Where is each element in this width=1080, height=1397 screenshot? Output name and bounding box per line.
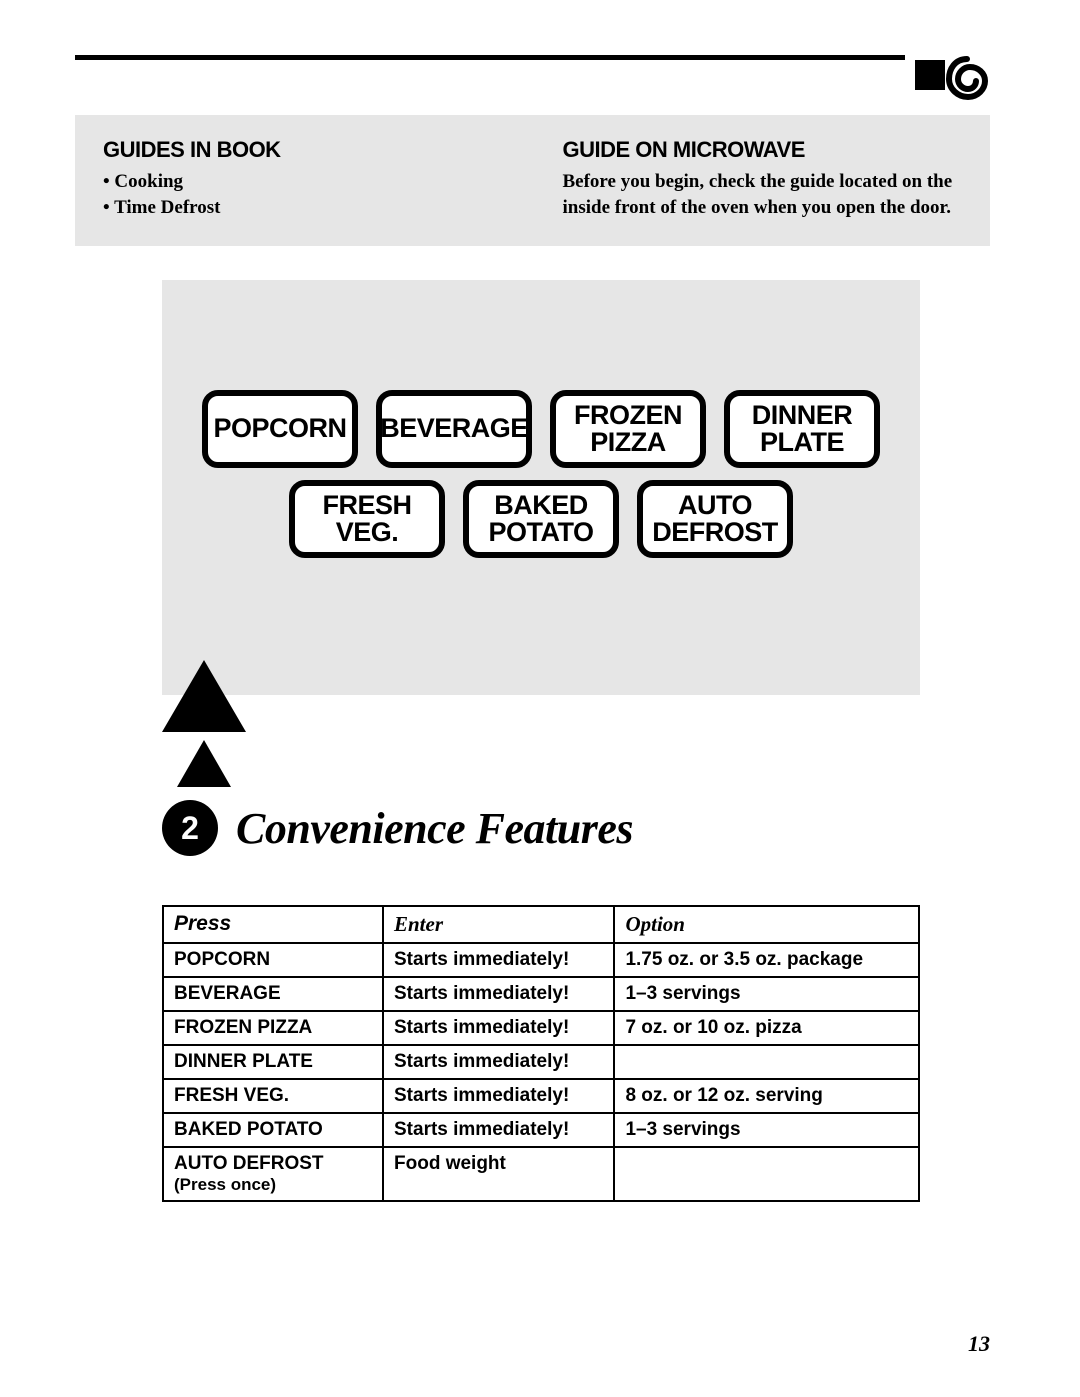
section-title: Convenience Features (236, 803, 633, 854)
cell-press: FROZEN PIZZA (163, 1011, 383, 1045)
manual-page: GUIDES IN BOOK Cooking Time Defrost GUID… (0, 0, 1080, 1397)
beverage-button[interactable]: BEVERAGE (376, 390, 532, 468)
cell-press: BAKED POTATO (163, 1113, 383, 1147)
step-number: 2 (162, 800, 218, 856)
guides-in-book: GUIDES IN BOOK Cooking Time Defrost (103, 137, 503, 220)
auto-defrost-button[interactable]: AUTODEFROST (637, 480, 793, 558)
cell-press: BEVERAGE (163, 977, 383, 1011)
fresh-veg-button[interactable]: FRESHVEG. (289, 480, 445, 558)
th-press: Press (163, 906, 383, 943)
frozen-pizza-line2: PIZZA (590, 427, 666, 457)
triangle-up-icon (162, 660, 246, 732)
cell-enter: Starts immediately! (383, 943, 614, 977)
cell-option (614, 1045, 919, 1079)
th-enter: Enter (383, 906, 614, 943)
frozen-pizza-line1: FROZEN (574, 400, 682, 430)
table-row: BAKED POTATO Starts immediately! 1–3 ser… (163, 1113, 919, 1147)
cell-enter: Starts immediately! (383, 1079, 614, 1113)
guide-item-cooking: Cooking (103, 169, 503, 195)
cell-enter: Starts immediately! (383, 1045, 614, 1079)
cell-option (614, 1147, 919, 1201)
top-rule (75, 55, 905, 60)
guides-box: GUIDES IN BOOK Cooking Time Defrost GUID… (75, 115, 990, 246)
section-heading: 2 Convenience Features (162, 800, 633, 856)
cell-enter: Starts immediately! (383, 1113, 614, 1147)
cell-press-sub: (Press once) (174, 1175, 372, 1195)
auto-defrost-line2: DEFROST (652, 517, 778, 547)
baked-potato-button[interactable]: BAKEDPOTATO (463, 480, 619, 558)
cell-option: 1.75 oz. or 3.5 oz. package (614, 943, 919, 977)
control-panel: POPCORN BEVERAGE FROZENPIZZA DINNERPLATE… (162, 280, 920, 695)
fresh-veg-line2: VEG. (336, 517, 399, 547)
cell-press: DINNER PLATE (163, 1045, 383, 1079)
guide-item-time-defrost: Time Defrost (103, 195, 503, 221)
cell-enter: Starts immediately! (383, 977, 614, 1011)
cell-option: 7 oz. or 10 oz. pizza (614, 1011, 919, 1045)
auto-defrost-line1: AUTO (678, 490, 752, 520)
page-number: 13 (968, 1331, 990, 1357)
guide-on-microwave: GUIDE ON MICROWAVE Before you begin, che… (563, 137, 963, 220)
table-row: BEVERAGE Starts immediately! 1–3 serving… (163, 977, 919, 1011)
triangle-up-small-icon (177, 740, 231, 787)
cell-press: AUTO DEFROST (Press once) (163, 1147, 383, 1201)
cell-enter: Starts immediately! (383, 1011, 614, 1045)
table-row: AUTO DEFROST (Press once) Food weight (163, 1147, 919, 1201)
dinner-plate-line2: PLATE (760, 427, 844, 457)
frozen-pizza-button[interactable]: FROZENPIZZA (550, 390, 706, 468)
features-table: Press Enter Option POPCORN Starts immedi… (162, 905, 920, 1202)
button-row-1: POPCORN BEVERAGE FROZENPIZZA DINNERPLATE (202, 390, 880, 468)
dinner-plate-button[interactable]: DINNERPLATE (724, 390, 880, 468)
table-row: FRESH VEG. Starts immediately! 8 oz. or … (163, 1079, 919, 1113)
guides-in-book-heading: GUIDES IN BOOK (103, 137, 503, 163)
cell-enter: Food weight (383, 1147, 614, 1201)
button-row-2: FRESHVEG. BAKEDPOTATO AUTODEFROST (202, 480, 880, 558)
cell-option: 1–3 servings (614, 977, 919, 1011)
swirl-icon (945, 55, 990, 100)
cell-option: 1–3 servings (614, 1113, 919, 1147)
guide-on-microwave-body: Before you begin, check the guide locate… (563, 169, 963, 220)
table-row: DINNER PLATE Starts immediately! (163, 1045, 919, 1079)
dinner-plate-line1: DINNER (752, 400, 853, 430)
table-row: POPCORN Starts immediately! 1.75 oz. or … (163, 943, 919, 977)
baked-potato-line1: BAKED (494, 490, 588, 520)
popcorn-button[interactable]: POPCORN (202, 390, 358, 468)
corner-square-icon (915, 60, 945, 90)
table-row: FROZEN PIZZA Starts immediately! 7 oz. o… (163, 1011, 919, 1045)
fresh-veg-line1: FRESH (322, 490, 411, 520)
th-option: Option (614, 906, 919, 943)
cell-option: 8 oz. or 12 oz. serving (614, 1079, 919, 1113)
cell-press: POPCORN (163, 943, 383, 977)
cell-press-main: AUTO DEFROST (174, 1153, 324, 1174)
table-header-row: Press Enter Option (163, 906, 919, 943)
guide-on-microwave-heading: GUIDE ON MICROWAVE (563, 137, 963, 163)
cell-press: FRESH VEG. (163, 1079, 383, 1113)
baked-potato-line2: POTATO (489, 517, 594, 547)
